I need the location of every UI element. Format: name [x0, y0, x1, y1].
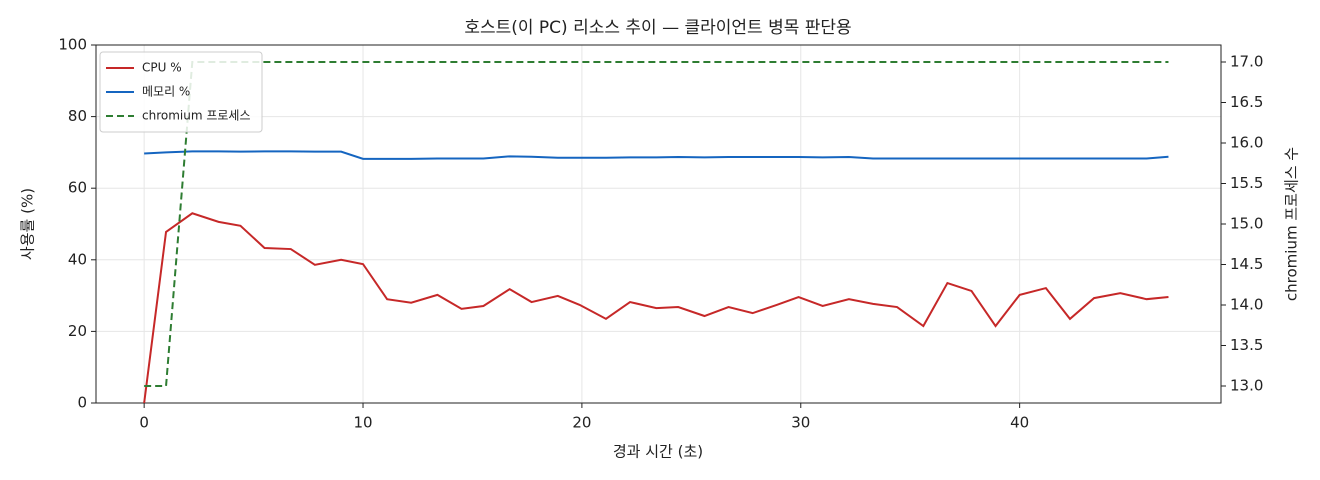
- y2-tick-label: 14.5: [1230, 255, 1263, 273]
- x-tick-label: 40: [1010, 414, 1029, 432]
- legend-label: 메모리 %: [142, 85, 190, 99]
- series-line: [144, 150, 1169, 160]
- y2-tick-label: 15.5: [1230, 174, 1263, 192]
- y-tick-label: 20: [68, 322, 87, 340]
- y2-tick-label: 13.0: [1230, 376, 1263, 394]
- y2-tick-label: 16.0: [1230, 134, 1263, 152]
- y-axis-label: 사용률 (%): [19, 188, 37, 260]
- legend-label: chromium 프로세스: [142, 109, 251, 123]
- chart-title: 호스트(이 PC) 리소스 추이 — 클라이언트 병목 판단용: [464, 18, 851, 38]
- y2-axis-label: chromium 프로세스 수: [1283, 147, 1301, 301]
- x-tick-label: 30: [791, 414, 810, 432]
- x-axis-label: 경과 시간 (초): [613, 443, 703, 461]
- y-tick-label: 80: [68, 107, 87, 125]
- legend: CPU % 메모리 % chromium 프로세스: [99, 51, 263, 133]
- series-line: [144, 61, 1169, 387]
- plot-frame: [95, 44, 1222, 404]
- y2-tick-label: 16.5: [1230, 93, 1263, 111]
- y-tick-label: 60: [68, 179, 87, 197]
- x-tick-label: 10: [353, 414, 372, 432]
- series-line: [143, 212, 1169, 404]
- legend-label: CPU %: [142, 61, 182, 75]
- y2-tick-label: 14.0: [1230, 295, 1263, 313]
- y2-tick-label: 13.5: [1230, 336, 1263, 354]
- y-tick-label: 0: [77, 394, 87, 412]
- y-tick-label: 40: [68, 250, 87, 268]
- x-tick-label: 0: [139, 414, 149, 432]
- y-tick-label: 100: [58, 36, 87, 54]
- y2-tick-label: 17.0: [1230, 53, 1263, 71]
- y2-tick-label: 15.0: [1230, 215, 1263, 233]
- x-tick-label: 20: [572, 414, 591, 432]
- legend-box: [99, 51, 263, 133]
